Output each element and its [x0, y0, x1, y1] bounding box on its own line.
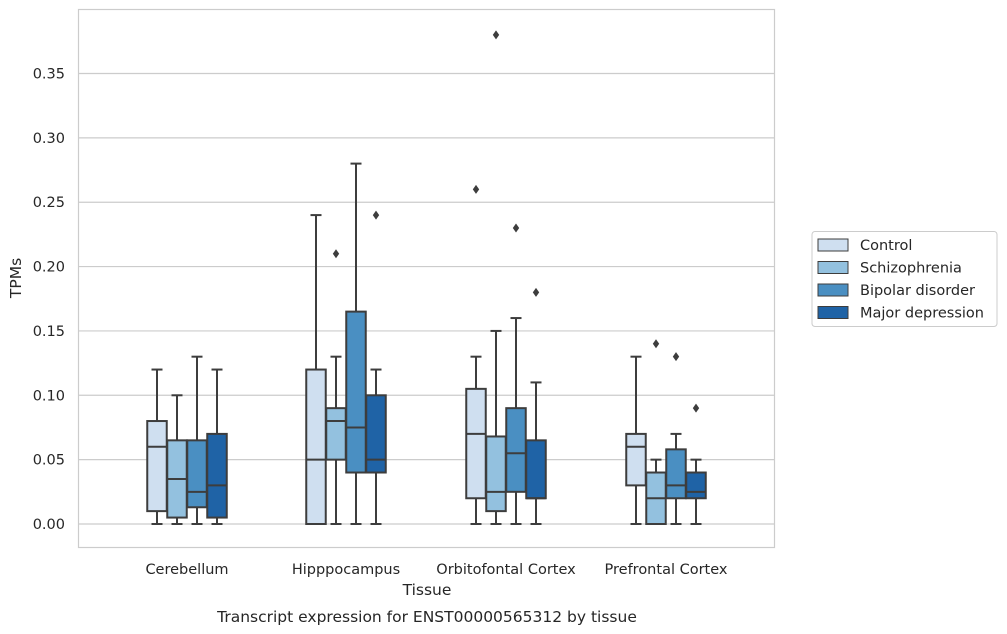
legend-swatch: [817, 306, 849, 319]
outlier-point: [472, 184, 480, 194]
legend-label: Major depression: [860, 306, 984, 322]
legend-frame: [811, 231, 998, 327]
y-tick-label: 0.10: [33, 388, 65, 404]
x-tick-label: Hipppocampus: [292, 562, 400, 578]
box-0-0: [146, 368, 168, 525]
outlier-point: [372, 210, 380, 220]
box-body: [365, 394, 387, 474]
legend-swatch: [817, 261, 849, 274]
box-body: [485, 435, 507, 513]
y-tick-label: 0.25: [33, 195, 65, 211]
legend: Control Schizophrenia Bipolar disorder Majo…: [811, 231, 998, 327]
legend-label: Schizophrenia: [860, 261, 962, 277]
x-axis-ticks: Cerebellum Hipppocampus Orbitofontal Corte…: [145, 562, 727, 578]
box-body: [685, 471, 707, 500]
y-tick-label: 0.20: [33, 260, 65, 276]
y-tick-label: 0.15: [33, 324, 65, 340]
x-tick-label: Prefrontal Cortex: [605, 562, 728, 578]
outlier-point: [332, 249, 340, 259]
outlier-point: [512, 223, 520, 233]
outlier-point: [532, 287, 540, 297]
box-body: [505, 407, 527, 493]
box-2-3: [665, 352, 687, 525]
box-body: [325, 407, 347, 461]
box-body: [146, 420, 168, 513]
y-tick-label: 0.05: [33, 453, 65, 469]
box-3-3: [685, 403, 707, 525]
x-tick-label: Cerebellum: [145, 562, 228, 578]
plot-frame: [77, 8, 776, 549]
box-body: [345, 310, 367, 474]
box-body: [206, 432, 228, 519]
outlier-point: [652, 339, 660, 349]
boxes: [146, 30, 707, 525]
box-1-3: [645, 339, 667, 525]
y-axis-label: TPMs: [7, 258, 25, 299]
box-body: [305, 368, 327, 525]
legend-label: Bipolar disorder: [860, 283, 975, 299]
legend-label: Control: [860, 238, 912, 254]
box-body: [525, 439, 547, 500]
box-3-2: [525, 287, 547, 525]
legend-swatch: [817, 283, 849, 297]
box-3-0: [206, 368, 228, 525]
box-0-3: [625, 355, 647, 525]
y-tick-label: 0.00: [33, 517, 65, 533]
outlier-point: [672, 352, 680, 362]
box-body: [625, 432, 647, 487]
box-3-1: [365, 210, 387, 525]
box-body: [665, 448, 687, 500]
y-axis-ticks: 0.00 0.05 0.10 0.15 0.20 0.25 0.30 0.35: [33, 67, 65, 534]
box-body: [186, 439, 208, 509]
legend-swatch: [817, 238, 849, 252]
box-body: [465, 387, 487, 500]
y-tick-label: 0.35: [33, 67, 65, 83]
x-tick-label: Orbitofontal Cortex: [436, 562, 576, 578]
y-tick-label: 0.30: [33, 131, 65, 147]
chart-caption: Transcript expression for ENST0000056531…: [216, 608, 637, 626]
outlier-point: [492, 30, 500, 40]
outlier-point: [692, 403, 700, 413]
x-axis-label: Tissue: [402, 581, 452, 599]
box-0-1: [305, 214, 327, 525]
box-2-1: [345, 162, 367, 525]
